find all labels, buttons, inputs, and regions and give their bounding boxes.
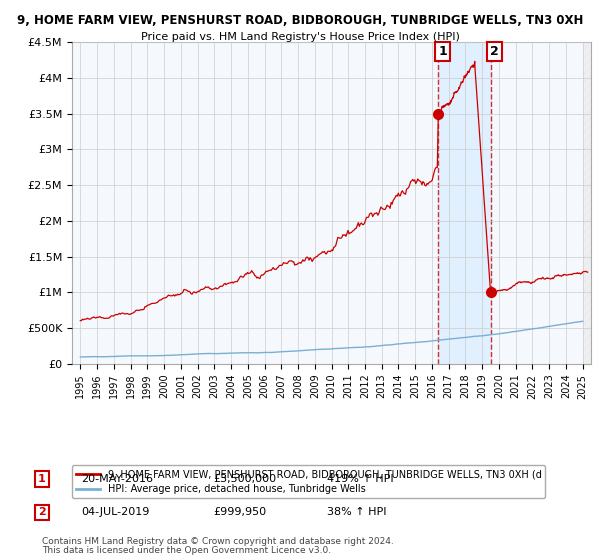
Text: Contains HM Land Registry data © Crown copyright and database right 2024.: Contains HM Land Registry data © Crown c… — [42, 538, 394, 547]
Legend: 9, HOME FARM VIEW, PENSHURST ROAD, BIDBOROUGH, TUNBRIDGE WELLS, TN3 0XH (d, HPI:: 9, HOME FARM VIEW, PENSHURST ROAD, BIDBO… — [71, 465, 545, 498]
Text: 04-JUL-2019: 04-JUL-2019 — [81, 507, 149, 517]
Text: 9, HOME FARM VIEW, PENSHURST ROAD, BIDBOROUGH, TUNBRIDGE WELLS, TN3 0XH: 9, HOME FARM VIEW, PENSHURST ROAD, BIDBO… — [17, 14, 583, 27]
Text: This data is licensed under the Open Government Licence v3.0.: This data is licensed under the Open Gov… — [42, 547, 331, 556]
Text: 20-MAY-2016: 20-MAY-2016 — [81, 474, 153, 484]
Text: 1: 1 — [438, 45, 447, 58]
Text: Price paid vs. HM Land Registry's House Price Index (HPI): Price paid vs. HM Land Registry's House … — [140, 32, 460, 43]
Text: £3,500,000: £3,500,000 — [213, 474, 276, 484]
Text: 38% ↑ HPI: 38% ↑ HPI — [327, 507, 386, 517]
Text: £999,950: £999,950 — [213, 507, 266, 517]
Text: 419% ↑ HPI: 419% ↑ HPI — [327, 474, 394, 484]
Text: 2: 2 — [38, 507, 46, 517]
Bar — [439, 42, 491, 364]
Bar — [583, 42, 599, 364]
Text: 1: 1 — [38, 474, 46, 484]
Text: 2: 2 — [490, 45, 499, 58]
